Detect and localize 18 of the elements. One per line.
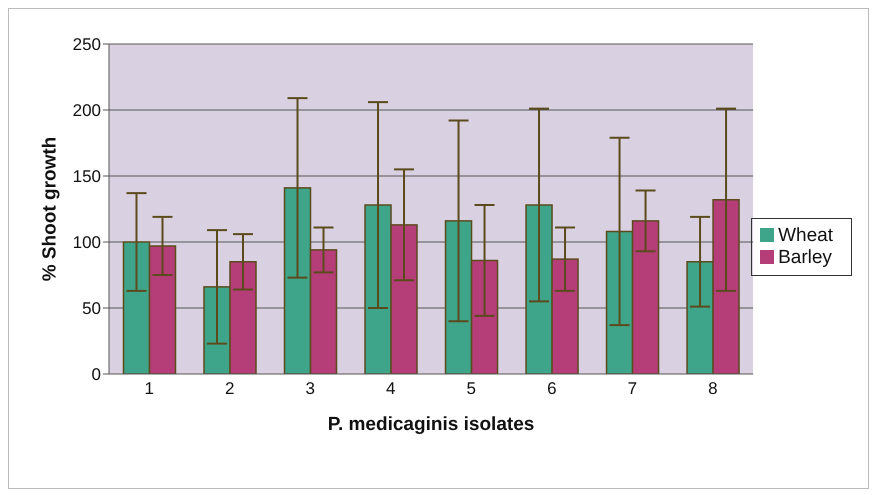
y-tick-label: 50 xyxy=(82,299,101,318)
x-tick-label: 8 xyxy=(708,379,718,398)
y-tick-label: 200 xyxy=(72,101,101,120)
x-tick-label: 3 xyxy=(306,379,316,398)
y-tick-label: 100 xyxy=(72,233,101,252)
legend-label: Barley xyxy=(778,246,832,268)
x-tick-label: 2 xyxy=(225,379,234,398)
legend-label: Wheat xyxy=(778,224,833,246)
x-axis-title: P. medicaginis isolates xyxy=(328,414,534,435)
y-tick-label: 150 xyxy=(72,167,101,186)
x-tick-label: 7 xyxy=(628,379,638,398)
x-tick-label: 1 xyxy=(144,379,154,398)
y-axis-title: % Shoot growth xyxy=(40,136,61,282)
y-tick-label: 250 xyxy=(72,35,101,54)
x-tick-label: 4 xyxy=(386,379,396,398)
x-tick-label: 5 xyxy=(466,379,476,398)
x-tick-label: 6 xyxy=(547,379,557,398)
y-tick-label: 0 xyxy=(92,365,101,384)
